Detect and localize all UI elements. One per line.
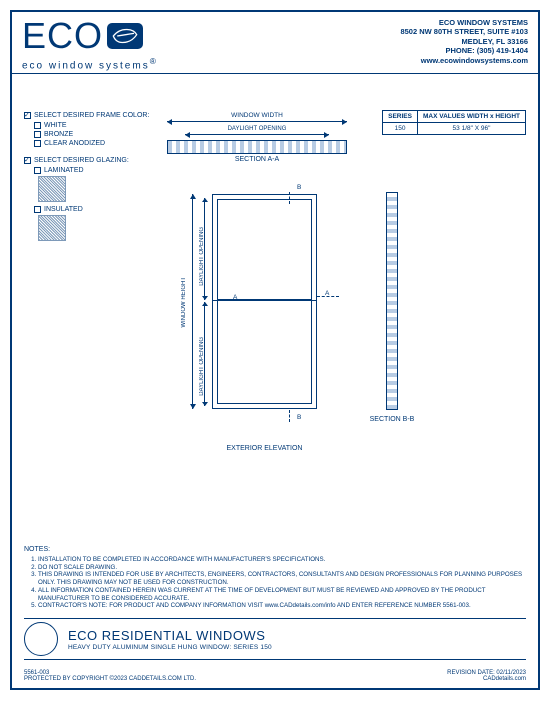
title-block: ECO RESIDENTIAL WINDOWS HEAVY DUTY ALUMI… [24,618,526,660]
section-bb-rect [386,192,398,410]
reg-mark: ® [150,56,158,66]
checkbox-clear[interactable] [34,140,41,147]
logo-subtitle: eco window systems [22,60,150,71]
company-phone: PHONE: (305) 419-1404 [400,46,528,55]
exterior-elevation: WINDOW HEIGHT DAYLIGHT OPENING DAYLIGHT … [177,182,342,452]
b-mark-top: B [297,184,301,191]
opt-insulated: INSULATED [44,206,83,213]
elevation-frame-inner [217,199,312,404]
note-3: THIS DRAWING IS INTENDED FOR USE BY ARCH… [38,571,526,587]
elevation-frame [212,194,317,409]
site-link: CADdetails.com [447,676,526,682]
checkbox-bronze[interactable] [34,131,41,138]
notes-block: NOTES: INSTALLATION TO BE COMPLETED IN A… [24,546,526,610]
checkbox-laminated[interactable] [34,167,41,174]
title-sub: HEAVY DUTY ALUMINUM SINGLE HUNG WINDOW: … [68,644,272,651]
company-name: ECO WINDOW SYSTEMS [400,18,528,27]
section-aa-rect [167,140,347,154]
company-url: www.ecowindowsystems.com [400,56,528,65]
dlo-label-upper: DAYLIGHT OPENING [199,227,205,286]
section-aa: WINDOW WIDTH DAYLIGHT OPENING SECTION A-… [167,112,347,163]
note-2: DO NOT SCALE DRAWING. [38,564,526,572]
copyright: PROTECTED BY COPYRIGHT ©2023 CADDETAILS.… [24,676,196,682]
opt-bronze: BRONZE [44,131,73,138]
glazing-head: SELECT DESIRED GLAZING: [34,157,129,164]
opt-clear: CLEAR ANODIZED [44,140,105,147]
a-mark-left: A [233,294,237,301]
b-mark-bottom: B [297,414,301,421]
laminated-detail-icon [38,176,66,202]
opt-laminated: LAMINATED [44,167,84,174]
notes-head: NOTES: [24,546,526,555]
window-height-label: WINDOW HEIGHT [181,277,187,328]
checkbox-icon [24,157,31,164]
checkbox-insulated[interactable] [34,206,41,213]
company-addr2: MEDLEY, FL 33166 [400,37,528,46]
checkbox-icon [24,112,31,119]
cut-line-b-top [289,192,290,204]
logo-text: ECO [22,18,103,54]
company-addr1: 8502 NW 80TH STREET, SUITE #103 [400,27,528,36]
header: ECO eco window systems® ECO WINDOW SYSTE… [12,12,538,74]
insulated-detail-icon [38,215,66,241]
cut-line-b-bottom [289,410,290,422]
company-info: ECO WINDOW SYSTEMS 8502 NW 80TH STREET, … [400,18,528,71]
section-aa-caption: SECTION A-A [167,156,347,163]
dim-window-height [192,194,196,409]
cut-line-a [317,296,339,297]
logo-block: ECO eco window systems® [22,18,158,71]
opt-white: WHITE [44,122,67,129]
leaf-icon [107,23,143,49]
elevation-caption: EXTERIOR ELEVATION [212,445,317,452]
note-5: CONTRACTOR'S NOTE: FOR PRODUCT AND COMPA… [38,602,526,610]
frame-head: SELECT DESIRED FRAME COLOR: [34,112,149,119]
dlo-label-lower: DAYLIGHT OPENING [199,337,205,396]
note-1: INSTALLATION TO BE COMPLETED IN ACCORDAN… [38,556,526,564]
window-width-label: WINDOW WIDTH [167,112,347,119]
dim-line-dlo [185,134,329,138]
section-bb: SECTION B-B [367,192,417,452]
drawing-area: WINDOW WIDTH DAYLIGHT OPENING SECTION A-… [167,112,447,477]
section-bb-caption: SECTION B-B [367,416,417,423]
options-panel: SELECT DESIRED FRAME COLOR: WHITE BRONZE… [24,112,159,245]
detail-circle-icon [24,622,58,656]
dim-line-ww [167,121,347,125]
checkbox-white[interactable] [34,122,41,129]
footer: 5561-003 PROTECTED BY COPYRIGHT ©2023 CA… [24,670,526,682]
title-main: ECO RESIDENTIAL WINDOWS [68,628,272,643]
dlo-label-top: DAYLIGHT OPENING [167,126,347,132]
note-4: ALL INFORMATION CONTAINED HEREIN WAS CUR… [38,587,526,603]
